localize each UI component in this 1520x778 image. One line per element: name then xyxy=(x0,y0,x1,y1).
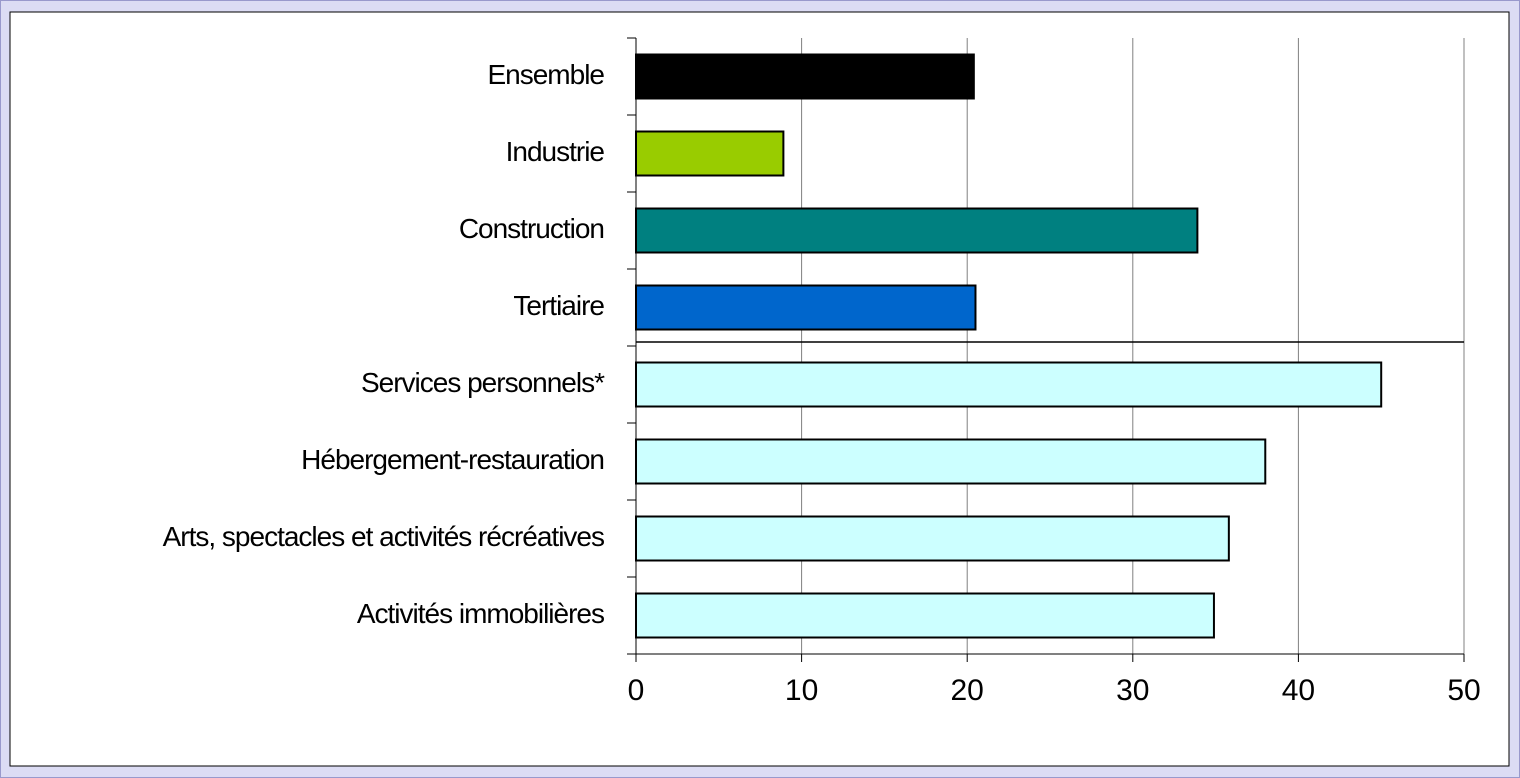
category-label: Ensemble xyxy=(487,59,604,90)
bar xyxy=(635,130,785,177)
bar xyxy=(635,53,975,100)
category-label: Industrie xyxy=(506,136,605,167)
category-label: Hébergement-restauration xyxy=(301,444,604,475)
bar xyxy=(635,207,1199,254)
x-tick-label: 50 xyxy=(1447,674,1480,707)
bar xyxy=(635,515,1230,562)
category-label: Services personnels* xyxy=(361,367,605,398)
x-tick-label: 10 xyxy=(785,674,818,707)
bar xyxy=(635,592,1215,639)
x-tick-label: 20 xyxy=(951,674,984,707)
category-label: Activités immobilières xyxy=(357,598,604,629)
x-tick-label: 0 xyxy=(628,674,645,707)
bar xyxy=(635,284,977,331)
category-label: Construction xyxy=(459,213,604,244)
bar xyxy=(635,361,1383,408)
bar xyxy=(635,438,1267,485)
category-label: Arts, spectacles et activités récréative… xyxy=(163,521,604,552)
category-label: Tertiaire xyxy=(513,290,604,321)
x-tick-label: 40 xyxy=(1282,674,1315,707)
x-tick-label: 30 xyxy=(1116,674,1149,707)
